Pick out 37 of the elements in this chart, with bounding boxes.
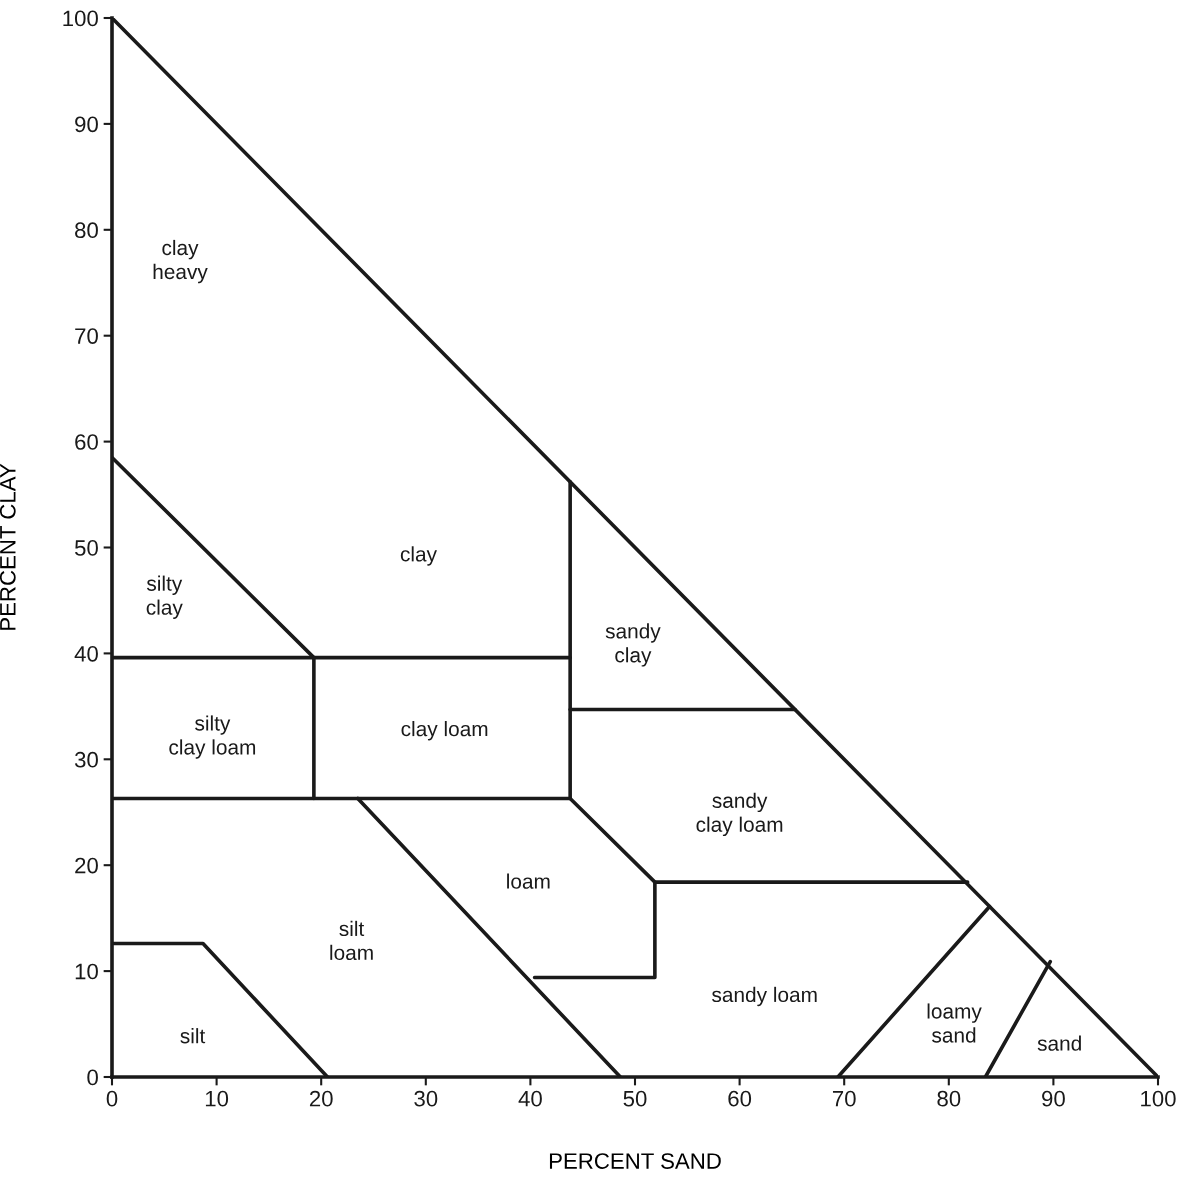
x-tick-label: 100 [1141,1090,1176,1107]
x-tick-label: 60 [728,1090,752,1107]
annotation: clay [400,546,437,566]
annotation: silty clay [146,575,183,619]
annotation: loam [507,873,550,889]
annotation: clay loam [401,721,488,741]
y-tick-label: 60 [75,434,98,450]
annotation: silty clay loam [169,715,256,759]
y-tick-label: 40 [74,645,98,662]
x-tick-label: 10 [205,1090,229,1107]
y-tick-label: 50 [74,540,98,556]
annotation: sandy loam [712,986,817,1007]
x-tick-label: 50 [623,1090,647,1107]
x-tick-label: 30 [414,1090,438,1107]
annotation: silt loam [330,920,373,961]
x-tick-label: 80 [937,1090,961,1107]
y-tick-label: 100 [63,10,98,27]
y-tick-label: 80 [75,222,98,239]
x-tick-label: 90 [1042,1090,1065,1107]
annotation: silt [180,1028,206,1044]
annotation: clay heavy [153,239,208,284]
annotation: sandy clay loam [696,792,783,837]
y-tick-label: 70 [75,328,98,344]
x-tick-label: 20 [309,1090,333,1107]
annotation: sandy clay [605,623,661,667]
y-axis-title: PERCENT CLAY [0,463,16,630]
annotation: loamy sand [927,1003,982,1043]
annotation: sand [1037,1035,1081,1051]
y-tick-label: 10 [75,963,98,980]
y-tick-label: 30 [74,751,98,768]
y-tick-label: 20 [75,857,98,874]
x-tick-label: 40 [518,1090,542,1107]
x-tick-label: 0 [106,1090,118,1107]
x-tick-label: 70 [832,1090,856,1107]
y-tick-label: 0 [87,1069,98,1086]
y-tick-label: 90 [75,116,98,133]
x-axis-title: PERCENT SAND [549,1153,721,1169]
